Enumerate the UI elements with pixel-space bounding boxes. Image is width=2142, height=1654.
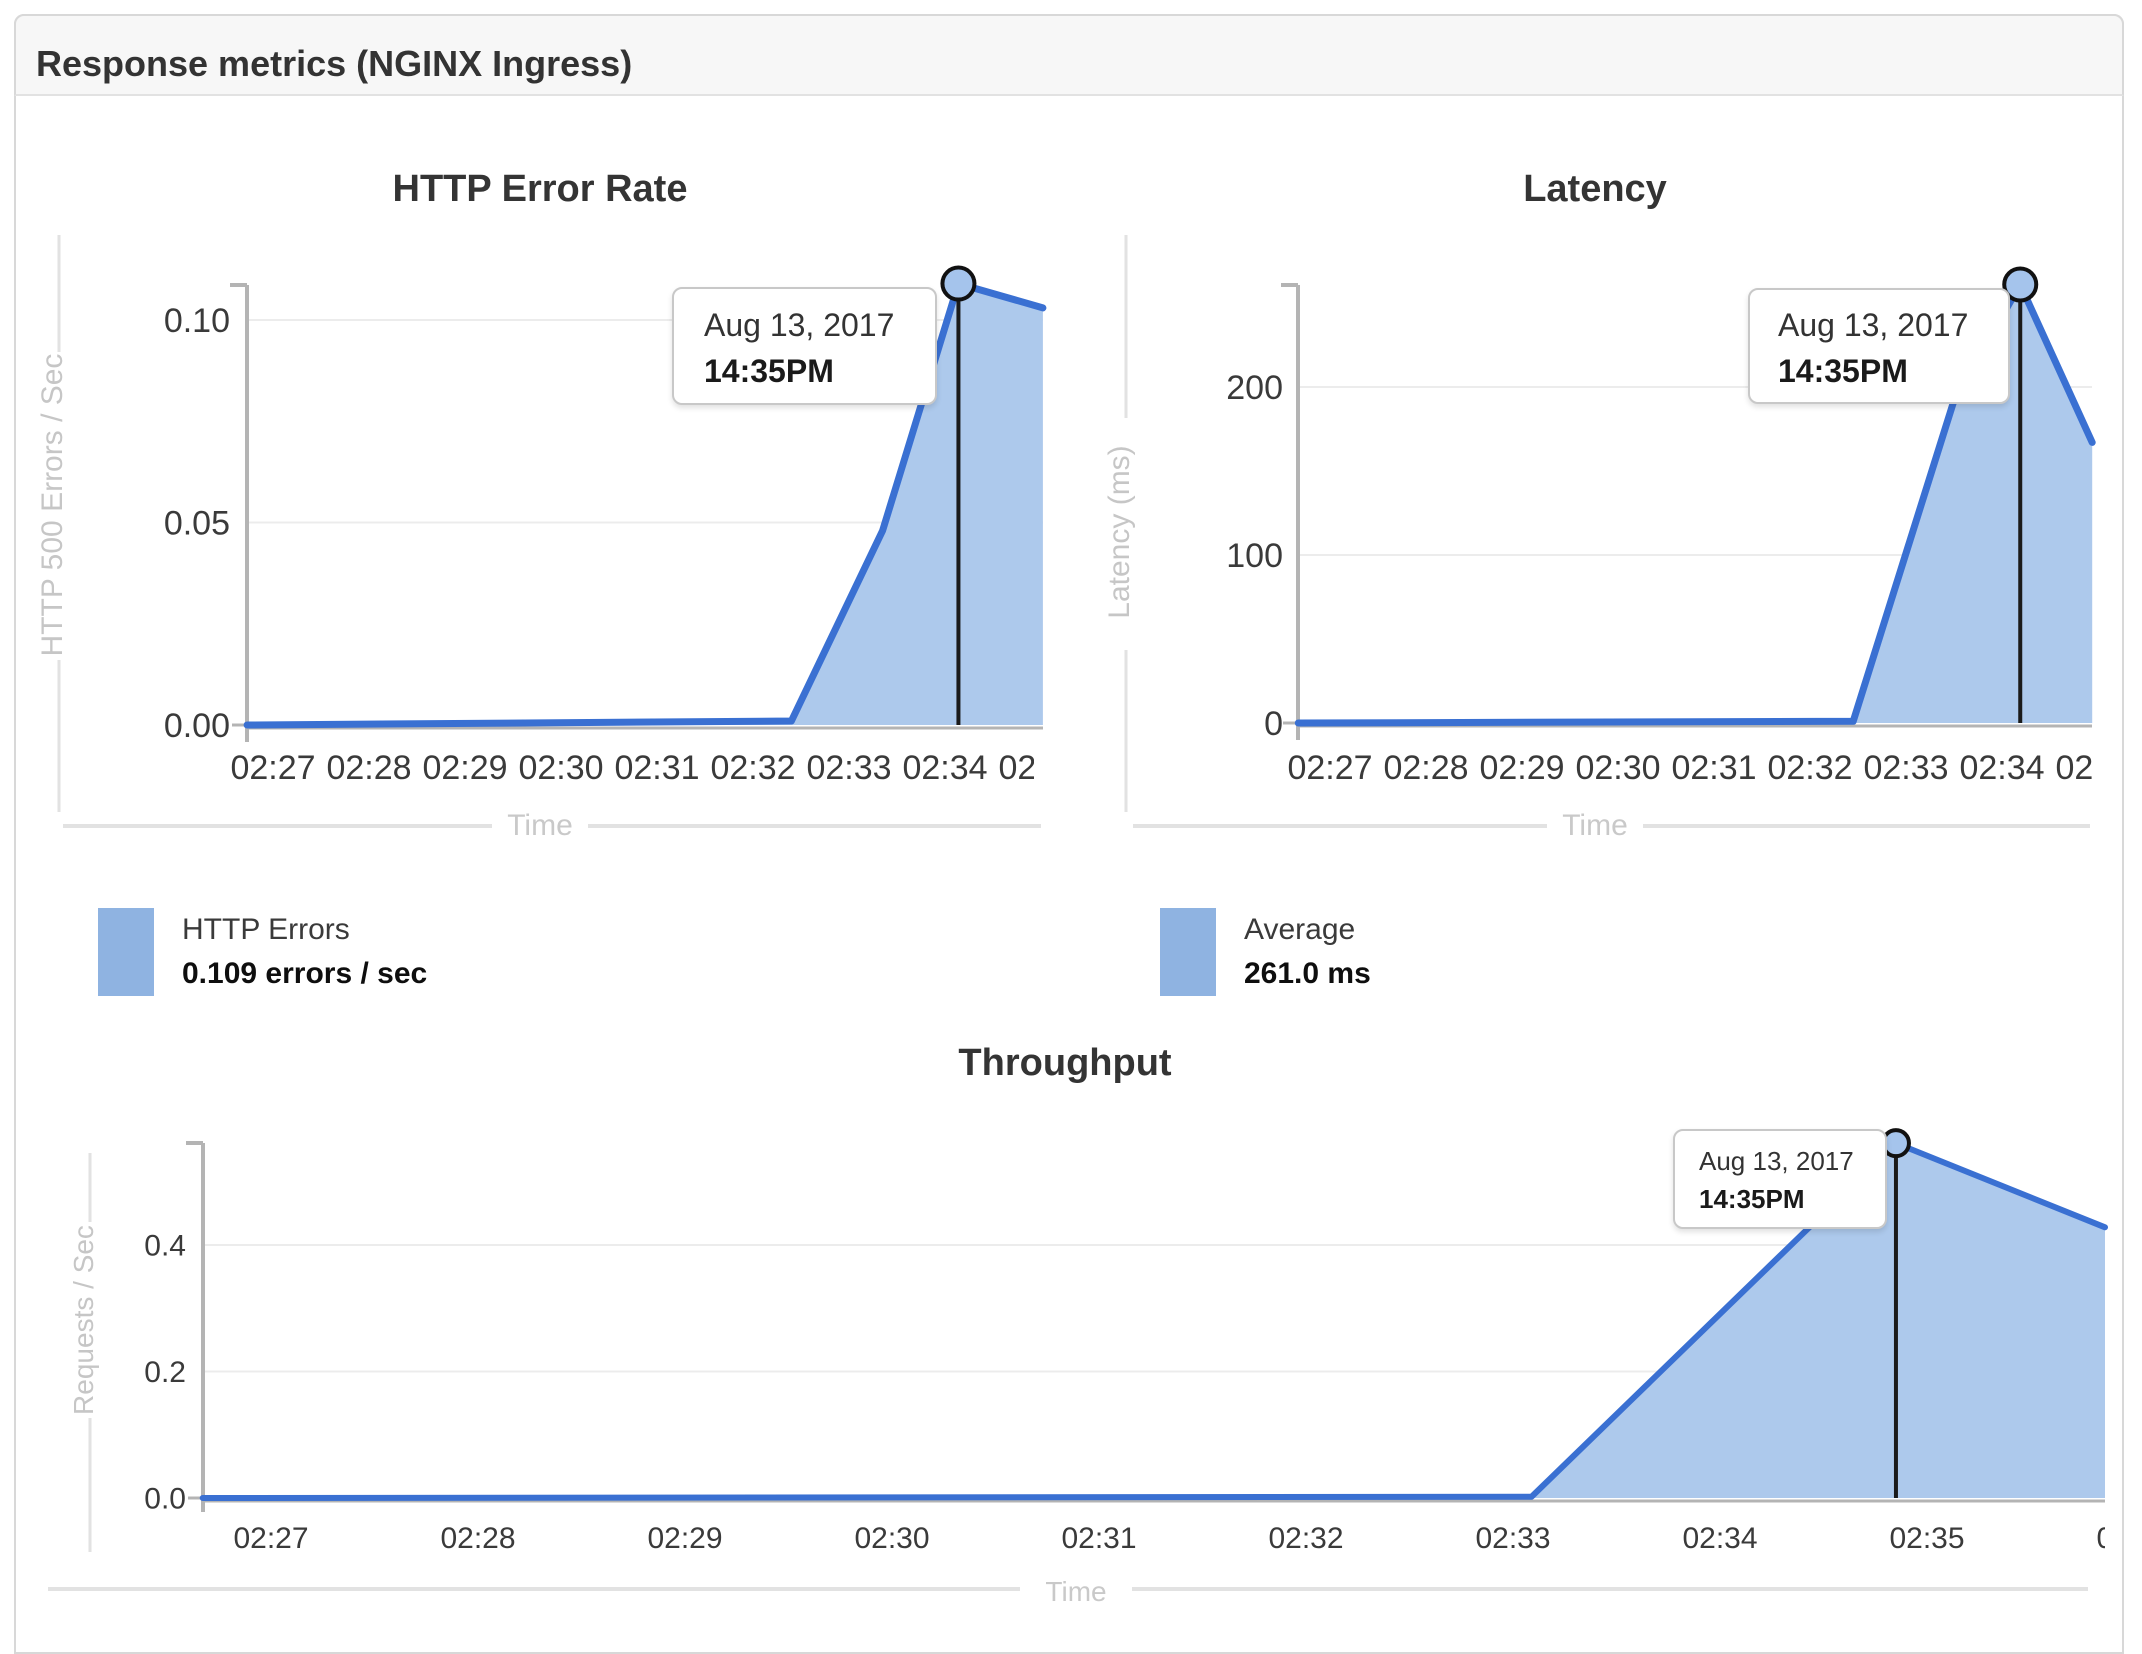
tooltip-time: 14:35PM xyxy=(704,353,834,389)
x-axis-label-time-2: Time xyxy=(1562,809,1628,842)
tooltip-latency: Aug 13, 2017 14:35PM xyxy=(1748,288,2010,404)
y-axis-label-requests: Requests / Sec xyxy=(68,1225,99,1415)
tooltip-time: 14:35PM xyxy=(1778,353,1908,389)
legend-label: Average xyxy=(1244,913,1356,946)
y-axis-label-http-errors: HTTP 500 Errors / Sec xyxy=(36,353,69,657)
tooltip-date: Aug 13, 2017 xyxy=(1699,1146,1854,1176)
legend-swatch xyxy=(1160,908,1216,996)
chart-title-throughput: Throughput xyxy=(958,1042,1172,1084)
card-header xyxy=(14,14,2124,96)
chart-title-http-error-rate: HTTP Error Rate xyxy=(392,168,688,210)
tooltip-date: Aug 13, 2017 xyxy=(1778,307,1969,343)
legend-http-errors: HTTP Errors 0.109 errors / sec xyxy=(98,908,427,996)
legend-label: HTTP Errors xyxy=(182,913,350,946)
tooltip-http-error-rate: Aug 13, 2017 14:35PM xyxy=(672,287,937,405)
legend-average-latency: Average 261.0 ms xyxy=(1160,908,1371,996)
legend-value: 0.109 errors / sec xyxy=(182,957,428,990)
legend-swatch xyxy=(98,908,154,996)
y-axis-label-latency: Latency (ms) xyxy=(1103,445,1136,619)
x-axis-label-time-3: Time xyxy=(1045,1576,1107,1607)
x-axis-label-time-1: Time xyxy=(507,809,573,842)
tooltip-throughput: Aug 13, 2017 14:35PM xyxy=(1673,1129,1887,1229)
dashboard-page: { "header": { "title": "Response metrics… xyxy=(14,14,2124,1654)
legend-value: 261.0 ms xyxy=(1244,957,1371,990)
chart-title-latency: Latency xyxy=(1523,168,1667,210)
tooltip-date: Aug 13, 2017 xyxy=(704,307,895,343)
tooltip-time: 14:35PM xyxy=(1699,1184,1805,1214)
page-title: Response metrics (NGINX Ingress) xyxy=(36,43,633,84)
